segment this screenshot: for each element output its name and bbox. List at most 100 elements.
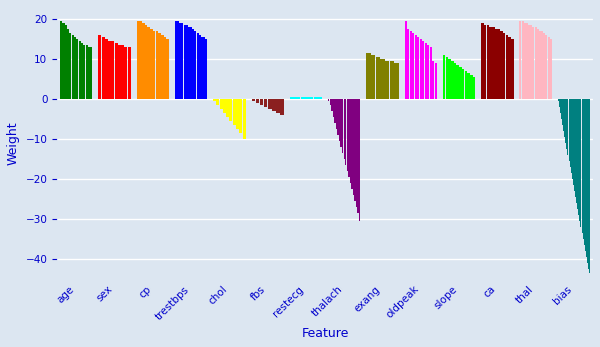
Bar — [220, 99, 223, 109]
Bar — [311, 97, 313, 99]
Bar — [589, 99, 590, 273]
Bar — [197, 33, 199, 99]
Bar — [562, 99, 563, 125]
Bar — [105, 39, 108, 99]
Bar — [490, 27, 492, 99]
Bar — [124, 47, 127, 99]
Bar — [298, 97, 301, 99]
Bar — [347, 99, 348, 171]
Bar — [448, 59, 451, 99]
Bar — [65, 25, 67, 99]
Bar — [404, 21, 407, 99]
Bar — [260, 99, 263, 105]
Bar — [256, 99, 259, 103]
Bar — [564, 99, 565, 137]
Bar — [268, 99, 272, 109]
Bar — [142, 23, 145, 99]
Bar — [67, 29, 69, 99]
Bar — [217, 99, 220, 105]
Bar — [108, 41, 111, 99]
Bar — [446, 57, 448, 99]
Bar — [385, 61, 389, 99]
Bar — [79, 41, 81, 99]
Bar — [112, 41, 115, 99]
Bar — [545, 35, 547, 99]
Bar — [443, 55, 445, 99]
Bar — [76, 39, 79, 99]
Bar — [576, 99, 577, 203]
Bar — [577, 99, 578, 209]
Bar — [272, 99, 275, 111]
Bar — [367, 53, 371, 99]
Bar — [229, 99, 232, 121]
Bar — [118, 45, 121, 99]
Bar — [511, 39, 514, 99]
Bar — [280, 99, 284, 115]
Bar — [535, 27, 536, 99]
Bar — [503, 33, 505, 99]
Bar — [236, 99, 239, 129]
Bar — [115, 43, 118, 99]
Bar — [508, 37, 511, 99]
Bar — [574, 99, 575, 191]
Bar — [184, 25, 185, 99]
Bar — [394, 63, 398, 99]
Bar — [314, 97, 316, 99]
Bar — [430, 47, 432, 99]
Bar — [83, 45, 85, 99]
Bar — [188, 27, 190, 99]
Bar — [332, 99, 334, 117]
Bar — [71, 35, 74, 99]
Bar — [563, 99, 564, 131]
Bar — [355, 99, 356, 201]
Bar — [462, 69, 464, 99]
Bar — [528, 25, 530, 99]
Bar — [389, 61, 394, 99]
Bar — [276, 99, 280, 113]
Bar — [251, 99, 255, 101]
Bar — [544, 33, 545, 99]
Bar — [569, 99, 571, 167]
Bar — [303, 97, 305, 99]
Bar — [145, 25, 147, 99]
Bar — [419, 39, 422, 99]
Bar — [470, 75, 473, 99]
Bar — [358, 99, 359, 213]
Bar — [521, 21, 524, 99]
Bar — [580, 99, 581, 227]
Bar — [487, 25, 489, 99]
Bar — [345, 99, 346, 165]
Bar — [561, 99, 562, 119]
Bar — [161, 35, 164, 99]
Bar — [81, 43, 83, 99]
Bar — [62, 23, 65, 99]
Bar — [101, 37, 104, 99]
Bar — [578, 99, 579, 215]
Bar — [186, 25, 188, 99]
Bar — [422, 41, 424, 99]
Bar — [495, 29, 497, 99]
Bar — [571, 99, 572, 173]
Bar — [292, 97, 294, 99]
Bar — [290, 97, 292, 99]
Bar — [342, 99, 343, 153]
Bar — [199, 35, 201, 99]
Bar — [473, 77, 475, 99]
Bar — [356, 99, 358, 207]
Bar — [307, 97, 309, 99]
Bar — [539, 31, 541, 99]
Bar — [155, 31, 158, 99]
Bar — [233, 99, 236, 125]
Bar — [148, 27, 150, 99]
Bar — [457, 65, 459, 99]
Bar — [359, 99, 361, 221]
Bar — [500, 31, 503, 99]
Bar — [541, 31, 543, 99]
Bar — [353, 99, 354, 195]
Bar — [201, 37, 203, 99]
X-axis label: Feature: Feature — [301, 327, 349, 340]
Bar — [537, 29, 539, 99]
Bar — [585, 99, 586, 251]
Bar — [320, 97, 322, 99]
Bar — [86, 45, 88, 99]
